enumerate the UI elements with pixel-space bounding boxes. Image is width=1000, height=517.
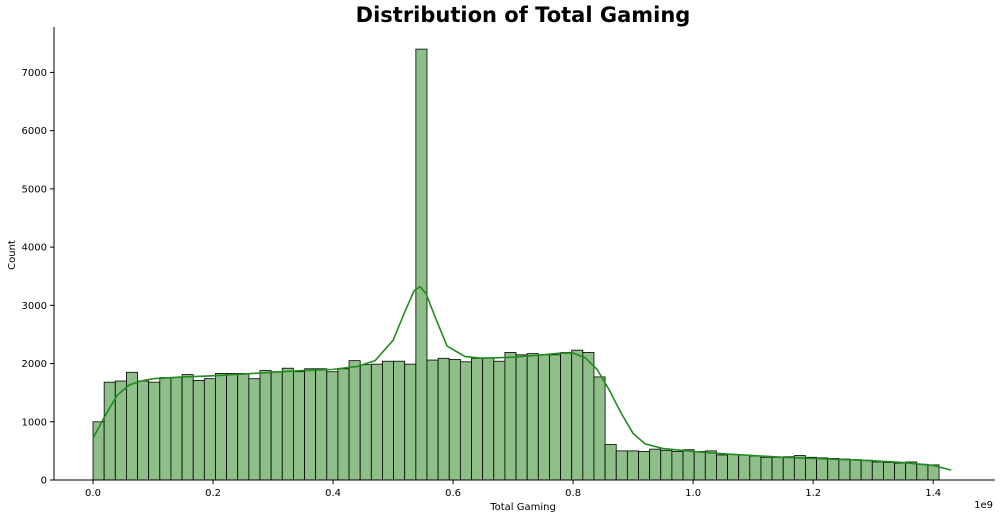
y-tick-label: 3000 xyxy=(22,301,47,312)
histogram-bar xyxy=(270,371,283,481)
histogram-bar xyxy=(426,359,439,481)
histogram-bar xyxy=(593,376,606,481)
histogram-bar xyxy=(248,378,261,481)
histogram-bar xyxy=(159,377,172,481)
histogram-bar xyxy=(103,381,116,481)
x-tick-label: 0.2 xyxy=(205,488,221,499)
histogram-bar xyxy=(860,459,873,481)
histogram-bar xyxy=(482,357,495,481)
histogram-bar xyxy=(582,352,595,481)
histogram-bar xyxy=(459,361,472,481)
x-offset-label: 1e9 xyxy=(974,500,993,511)
histogram-bar xyxy=(916,463,929,481)
y-tick-label: 6000 xyxy=(22,126,47,137)
histogram-bar xyxy=(537,354,550,481)
y-tick-label: 0 xyxy=(41,476,47,487)
histogram-bar xyxy=(448,359,461,481)
histogram-bar xyxy=(716,454,728,481)
y-tick-label: 7000 xyxy=(22,68,47,79)
histogram-bar xyxy=(838,458,851,481)
histogram-bar xyxy=(649,448,662,481)
histogram-bar xyxy=(292,371,305,481)
histogram-bar xyxy=(137,380,150,481)
histogram-bar xyxy=(304,368,317,481)
histogram-bar xyxy=(215,373,227,481)
histogram-bar xyxy=(203,378,216,481)
histogram-bar xyxy=(704,450,717,481)
histogram-bar xyxy=(237,373,250,481)
x-tick-label: 1.2 xyxy=(805,488,821,499)
histogram-bar xyxy=(827,458,840,481)
histogram-bar xyxy=(560,352,573,481)
histogram-bar xyxy=(348,360,361,481)
x-axis-label: Total Gaming xyxy=(489,502,556,513)
histogram-bar xyxy=(471,357,484,481)
histogram-bar xyxy=(493,360,506,481)
histogram-bar xyxy=(370,363,383,481)
y-tick-label: 4000 xyxy=(22,243,47,254)
histogram-bar xyxy=(549,354,561,481)
histogram-bar xyxy=(782,456,795,481)
histogram-bar xyxy=(749,455,762,481)
histogram-bars xyxy=(92,48,940,481)
y-tick-label: 2000 xyxy=(22,359,47,370)
histogram-bar xyxy=(660,449,673,481)
histogram-bar xyxy=(181,374,194,481)
histogram-bar xyxy=(393,360,406,481)
histogram-bar xyxy=(693,451,706,481)
histogram-bar xyxy=(793,455,806,481)
histogram-bar xyxy=(148,381,161,481)
y-ticks: 0 1000 2000 3000 4000 5000 6000 7000 xyxy=(22,68,54,487)
x-tick-label: 0.8 xyxy=(565,488,581,499)
histogram-bar xyxy=(727,453,740,481)
histogram-bar xyxy=(771,456,784,481)
histogram-bar xyxy=(504,352,517,481)
x-tick-label: 1.4 xyxy=(925,488,941,499)
histogram-bar xyxy=(894,462,907,481)
x-tick-label: 0.0 xyxy=(85,488,101,499)
histogram-bar xyxy=(92,421,105,481)
histogram-bar xyxy=(738,454,751,481)
x-tick-label: 1.0 xyxy=(685,488,701,499)
histogram-bar xyxy=(805,456,818,481)
histogram-bar xyxy=(415,48,428,481)
x-ticks: 0.0 0.2 0.4 0.6 0.8 1.0 1.2 1.4 xyxy=(85,480,941,499)
histogram-bar xyxy=(871,461,884,481)
kde-curve xyxy=(92,285,952,471)
histogram-bar xyxy=(326,371,339,481)
histogram-bar xyxy=(760,456,773,481)
x-tick-label: 0.6 xyxy=(445,488,461,499)
y-tick-label: 1000 xyxy=(22,417,47,428)
x-tick-label: 0.4 xyxy=(325,488,341,499)
histogram-bar xyxy=(615,450,628,481)
histogram-bar xyxy=(359,364,372,481)
histogram-bar xyxy=(437,357,450,481)
histogram-bar xyxy=(404,363,417,481)
histogram-bar xyxy=(849,459,862,481)
histogram-bar xyxy=(604,444,617,481)
histogram-bar xyxy=(259,370,272,481)
y-axis-label: Count xyxy=(7,240,18,270)
histogram-bar xyxy=(682,449,695,481)
histogram-bar xyxy=(671,451,684,481)
histogram-bar xyxy=(337,368,350,481)
y-tick-label: 5000 xyxy=(22,184,47,195)
histogram-bar xyxy=(638,451,651,481)
histogram-bar xyxy=(226,373,239,481)
histogram-bar xyxy=(126,371,138,481)
histogram-bar xyxy=(626,450,639,481)
histogram-bar xyxy=(526,353,539,481)
chart-title: Distribution of Total Gaming xyxy=(356,3,691,27)
histogram-bar xyxy=(883,462,895,481)
histogram-bar xyxy=(905,461,918,481)
histogram-bar xyxy=(170,377,183,481)
histogram-bar xyxy=(281,367,294,481)
histogram-bar xyxy=(382,360,394,481)
histogram-bar xyxy=(515,354,528,481)
histogram-bar xyxy=(315,368,328,481)
histogram-bar xyxy=(816,457,829,481)
histogram-bar xyxy=(571,349,584,481)
histogram-bar xyxy=(192,380,205,481)
